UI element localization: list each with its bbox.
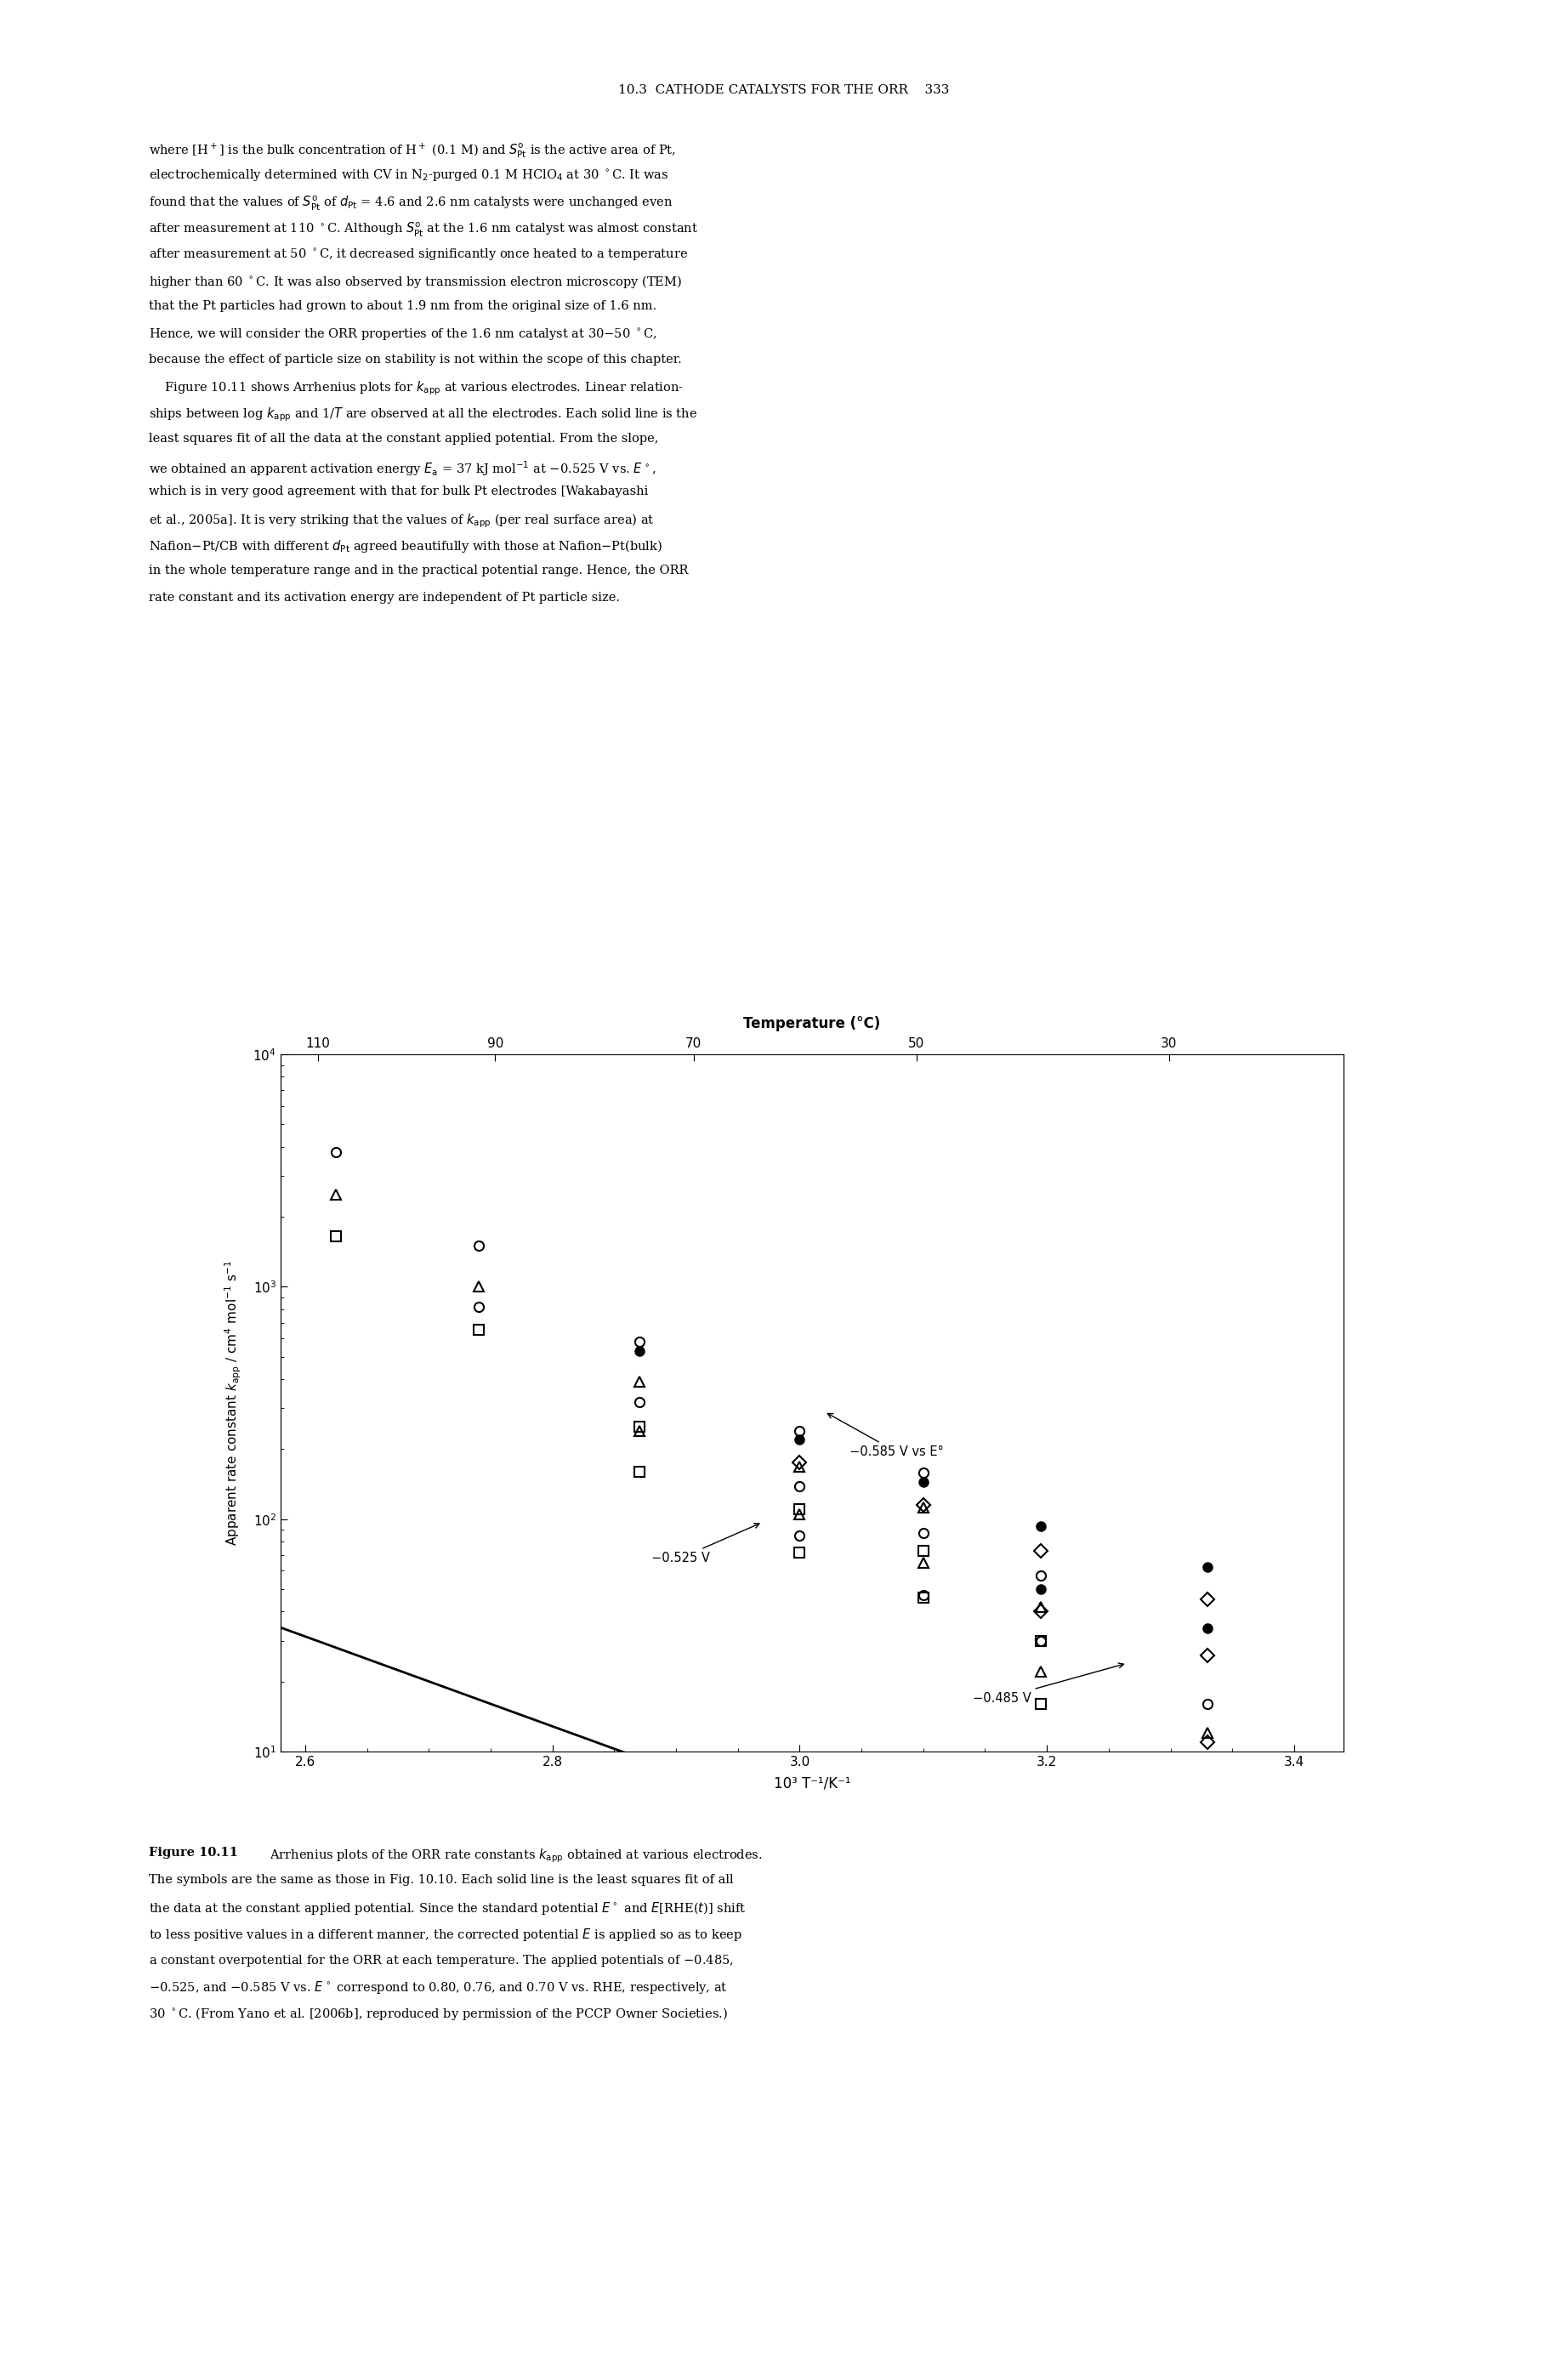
Text: a constant overpotential for the ORR at each temperature. The applied potentials: a constant overpotential for the ORR at … bbox=[149, 1953, 734, 1968]
Text: least squares fit of all the data at the constant applied potential. From the sl: least squares fit of all the data at the… bbox=[149, 432, 659, 444]
Text: −0.525 V: −0.525 V bbox=[651, 1523, 759, 1564]
Text: et al., 2005a]. It is very striking that the values of $k_{\rm app}$ (per real s: et al., 2005a]. It is very striking that… bbox=[149, 513, 654, 529]
Text: Figure 10.11: Figure 10.11 bbox=[149, 1847, 238, 1859]
Text: because the effect of particle size on stability is not within the scope of this: because the effect of particle size on s… bbox=[149, 354, 682, 366]
Text: Figure 10.11 shows Arrhenius plots for $k_{\rm app}$ at various electrodes. Line: Figure 10.11 shows Arrhenius plots for $… bbox=[149, 380, 684, 397]
Text: which is in very good agreement with that for bulk Pt electrodes [Wakabayashi: which is in very good agreement with tha… bbox=[149, 487, 649, 498]
Text: in the whole temperature range and in the practical potential range. Hence, the : in the whole temperature range and in th… bbox=[149, 565, 688, 576]
X-axis label: 10³ T⁻¹/K⁻¹: 10³ T⁻¹/K⁻¹ bbox=[773, 1776, 850, 1790]
Text: The symbols are the same as those in Fig. 10.10. Each solid line is the least sq: The symbols are the same as those in Fig… bbox=[149, 1873, 734, 1885]
Text: Arrhenius plots of the ORR rate constants $k_{\rm app}$ obtained at various elec: Arrhenius plots of the ORR rate constant… bbox=[262, 1847, 762, 1864]
Y-axis label: Apparent rate constant $k_{\rm app}$ / cm$^4$ mol$^{-1}$ s$^{-1}$: Apparent rate constant $k_{\rm app}$ / c… bbox=[224, 1259, 243, 1545]
Text: the data at the constant applied potential. Since the standard potential $E^\cir: the data at the constant applied potenti… bbox=[149, 1899, 746, 1916]
Text: higher than 60 $^\circ$C. It was also observed by transmission electron microsco: higher than 60 $^\circ$C. It was also ob… bbox=[149, 274, 682, 291]
Text: Hence, we will consider the ORR properties of the 1.6 nm catalyst at 30$-$50 $^\: Hence, we will consider the ORR properti… bbox=[149, 326, 657, 342]
Text: 10.3  CATHODE CATALYSTS FOR THE ORR    333: 10.3 CATHODE CATALYSTS FOR THE ORR 333 bbox=[618, 83, 950, 97]
Text: that the Pt particles had grown to about 1.9 nm from the original size of 1.6 nm: that the Pt particles had grown to about… bbox=[149, 300, 657, 312]
Text: after measurement at 110 $^\circ$C. Although $S^{\rm o}_{\rm Pt}$ at the 1.6 nm : after measurement at 110 $^\circ$C. Alth… bbox=[149, 222, 698, 239]
Text: found that the values of $S^{\rm o}_{\rm Pt}$ of $d_{\rm Pt}$ = 4.6 and 2.6 nm c: found that the values of $S^{\rm o}_{\rm… bbox=[149, 194, 673, 213]
Text: ships between log $k_{\rm app}$ and 1/$T$ are observed at all the electrodes. Ea: ships between log $k_{\rm app}$ and 1/$T… bbox=[149, 406, 698, 423]
Text: after measurement at 50 $^\circ$C, it decreased significantly once heated to a t: after measurement at 50 $^\circ$C, it de… bbox=[149, 248, 688, 262]
Text: rate constant and its activation energy are independent of Pt particle size.: rate constant and its activation energy … bbox=[149, 590, 619, 602]
Text: Nafion$-$Pt/CB with different $d_{\rm Pt}$ agreed beautifully with those at Nafi: Nafion$-$Pt/CB with different $d_{\rm Pt… bbox=[149, 539, 663, 555]
Text: $-$0.525, and $-$0.585 V vs. $E^\circ$ correspond to 0.80, 0.76, and 0.70 V vs. : $-$0.525, and $-$0.585 V vs. $E^\circ$ c… bbox=[149, 1979, 728, 1996]
Text: electrochemically determined with CV in N$_2$-purged 0.1 M HClO$_4$ at 30 $^\cir: electrochemically determined with CV in … bbox=[149, 168, 668, 184]
X-axis label: Temperature (°C): Temperature (°C) bbox=[743, 1016, 881, 1032]
Text: to less positive values in a different manner, the corrected potential $E$ is ap: to less positive values in a different m… bbox=[149, 1927, 743, 1942]
Text: −0.485 V: −0.485 V bbox=[972, 1663, 1124, 1705]
Text: we obtained an apparent activation energy $E_{\rm a}$ = 37 kJ mol$^{-1}$ at $-$0: we obtained an apparent activation energ… bbox=[149, 458, 655, 477]
Text: where [H$^+$] is the bulk concentration of H$^+$ (0.1 M) and $S^{\rm o}_{\rm Pt}: where [H$^+$] is the bulk concentration … bbox=[149, 142, 676, 161]
Text: 30 $^\circ$C. (From Yano et al. [2006b], reproduced by permission of the PCCP Ow: 30 $^\circ$C. (From Yano et al. [2006b],… bbox=[149, 2005, 728, 2022]
Text: −0.585 V vs E°: −0.585 V vs E° bbox=[828, 1412, 944, 1457]
